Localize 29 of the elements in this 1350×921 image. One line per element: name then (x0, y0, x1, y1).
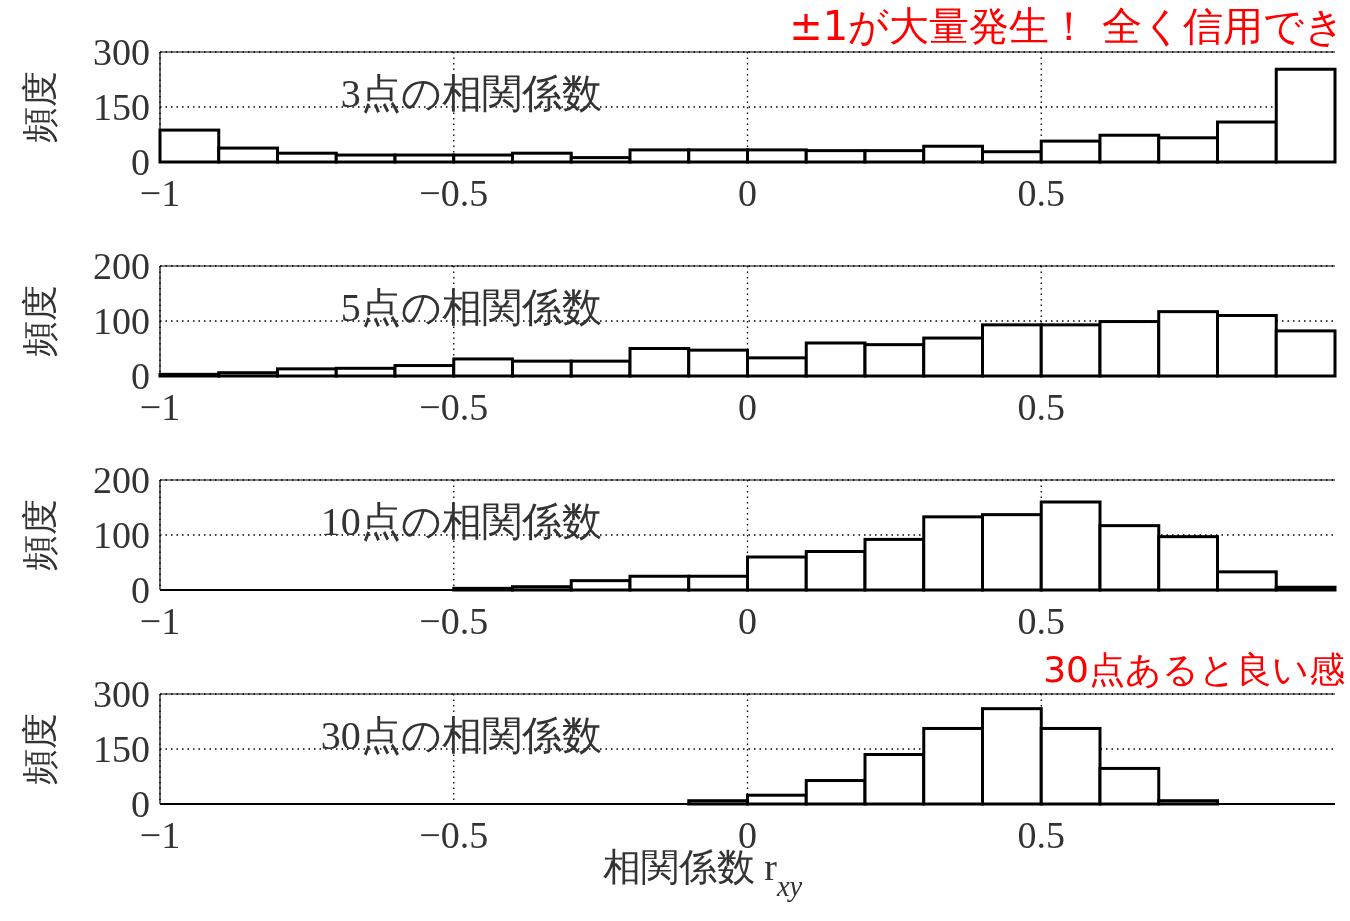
x-tick-label: 0.5 (1017, 814, 1065, 856)
y-tick-label: 100 (93, 300, 150, 342)
x-tick-label: −0.5 (419, 600, 489, 642)
text: 10点の相関係数 (320, 499, 602, 544)
y-axis-title: 頻度 (20, 71, 60, 143)
y-tick-label: 150 (93, 728, 150, 770)
x-tick-label: 0.5 (1017, 386, 1065, 428)
x-tick-label: −0.5 (419, 386, 489, 428)
text: 30点の相関係数 (320, 713, 602, 758)
y-axis-title: 頻度 (20, 285, 60, 357)
x-tick-label: 0 (738, 386, 757, 428)
y-tick-label: 300 (93, 31, 150, 73)
x-tick-label: −0.5 (419, 172, 489, 214)
y-tick-label: 300 (93, 673, 150, 715)
y-tick-label: 150 (93, 86, 150, 128)
x-tick-label: 0.5 (1017, 600, 1065, 642)
y-axis-title: 頻度 (20, 499, 60, 571)
y-tick-label: 100 (93, 514, 150, 556)
text: ±1が大量発生！ 全く信用でき (789, 3, 1345, 49)
y-axis-title: 頻度 (20, 713, 60, 785)
text: 3点の相関係数 (340, 71, 602, 116)
y-tick-label: 200 (93, 245, 150, 287)
x-tick-label: 0 (738, 600, 757, 642)
x-tick-label: 0 (738, 172, 757, 214)
x-tick-label: 0.5 (1017, 172, 1065, 214)
y-tick-label: 200 (93, 459, 150, 501)
x-tick-label: −0.5 (419, 814, 489, 856)
text: 5点の相関係数 (340, 285, 602, 330)
text: 30点あると良い感 (1043, 649, 1345, 690)
